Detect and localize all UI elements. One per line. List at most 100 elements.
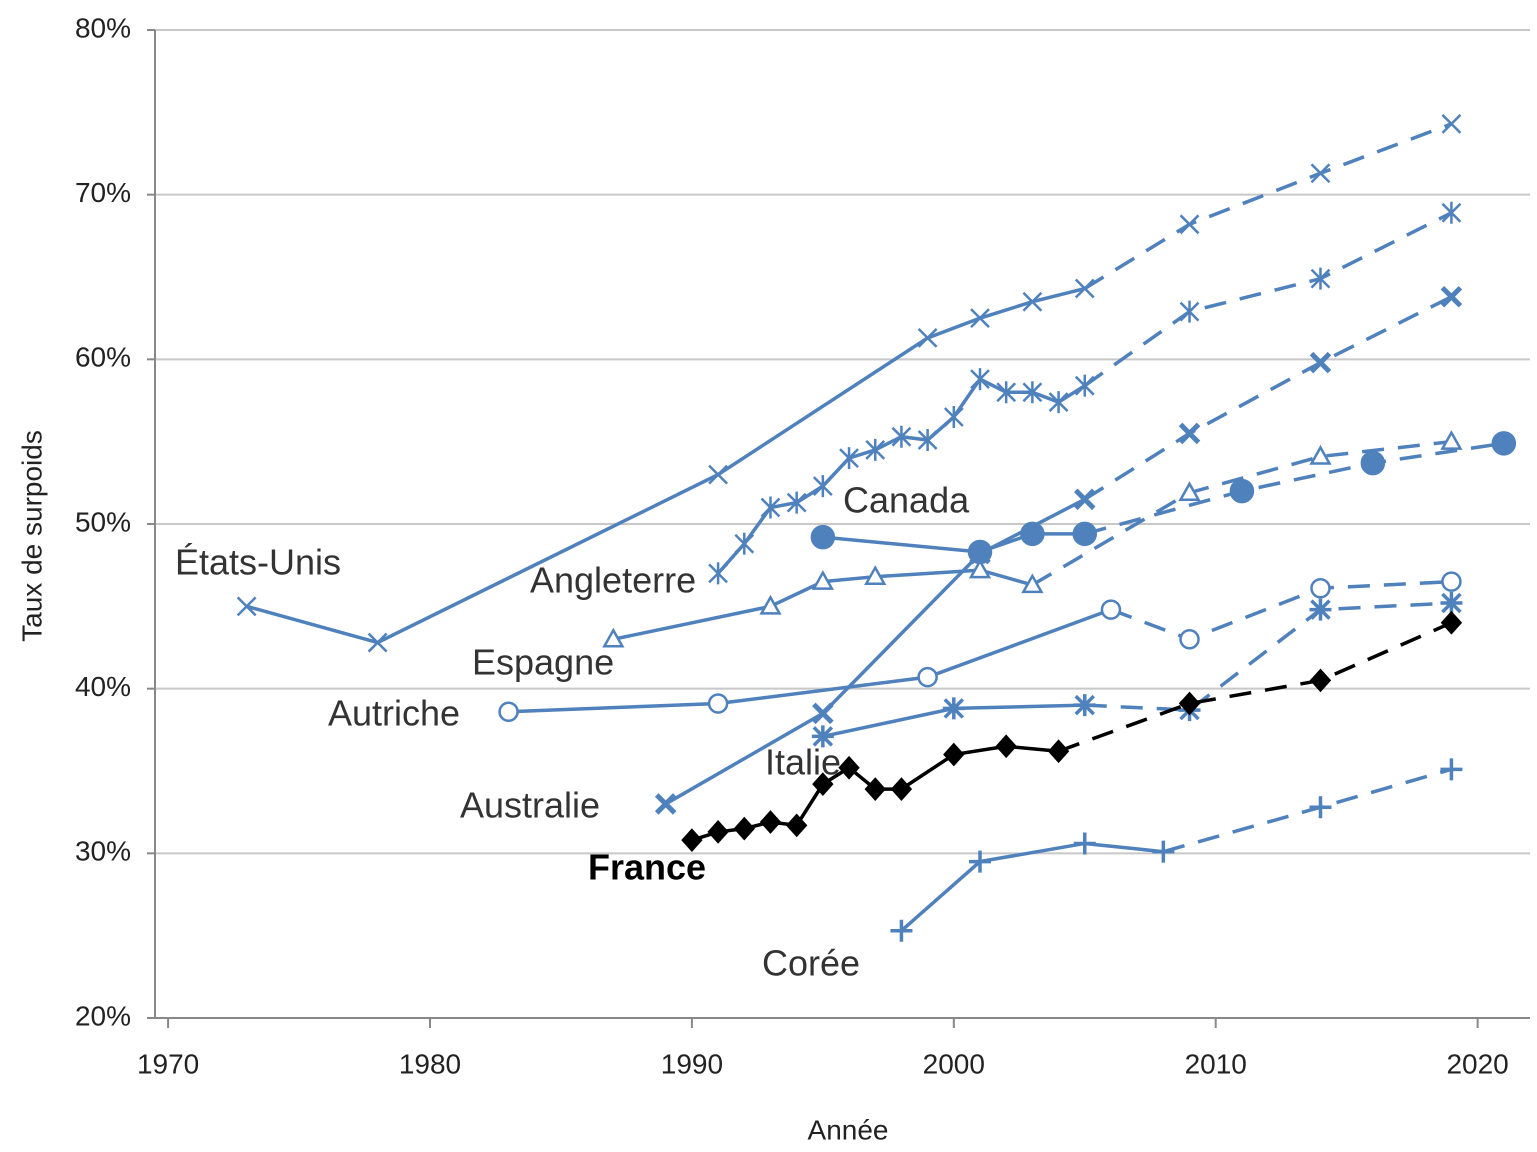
marker — [1178, 691, 1201, 716]
series-line — [822, 532, 1085, 554]
marker — [970, 368, 990, 391]
marker — [1073, 694, 1096, 717]
projection-line — [1110, 579, 1452, 642]
marker — [681, 828, 703, 853]
marker — [1309, 444, 1332, 465]
marker — [1022, 291, 1043, 312]
marker — [864, 565, 887, 585]
marker — [811, 725, 834, 748]
marker — [1440, 285, 1463, 308]
marker — [891, 425, 912, 448]
marker — [943, 742, 965, 767]
marker — [943, 405, 964, 428]
projection-line — [1031, 439, 1452, 587]
marker — [1073, 488, 1096, 511]
y-tick-label: 20% — [75, 1000, 131, 1031]
marker — [1309, 796, 1332, 819]
marker — [811, 570, 834, 590]
marker — [1022, 381, 1043, 404]
marker — [969, 542, 991, 565]
marker — [917, 429, 938, 452]
marker — [838, 755, 860, 780]
marker — [1310, 163, 1331, 184]
series-label: France — [588, 847, 706, 888]
series-label: Canada — [843, 480, 970, 521]
marker — [1074, 374, 1095, 397]
projection-line — [1083, 122, 1453, 291]
series-label: Corée — [762, 943, 860, 984]
marker — [1047, 739, 1070, 764]
series-line — [900, 841, 1164, 933]
marker — [996, 381, 1017, 404]
marker — [969, 850, 991, 873]
y-axis-title: Taux de surpoids — [16, 430, 47, 642]
x-tick-label: 2020 — [1446, 1048, 1508, 1079]
marker — [786, 491, 807, 514]
y-tick-label: 50% — [75, 506, 131, 537]
marker — [890, 777, 913, 801]
marker — [1178, 481, 1201, 501]
marker — [1440, 610, 1463, 635]
projection-line — [1084, 441, 1505, 536]
series-line — [508, 607, 1112, 714]
marker — [708, 464, 728, 485]
marker — [1440, 758, 1463, 781]
marker — [1100, 599, 1122, 620]
projection-line — [1057, 621, 1453, 753]
marker — [1021, 573, 1044, 594]
marker — [498, 701, 519, 722]
marker — [942, 697, 965, 720]
y-tick-label: 60% — [75, 342, 131, 373]
marker — [865, 438, 886, 461]
series-label: Espagne — [472, 642, 614, 683]
marker — [1441, 571, 1462, 592]
marker — [1072, 521, 1098, 547]
y-tick-label: 80% — [75, 12, 131, 43]
marker — [890, 919, 913, 942]
x-tick-label: 1980 — [399, 1048, 461, 1079]
marker — [707, 693, 729, 714]
marker — [812, 702, 834, 725]
x-tick-label: 2010 — [1185, 1048, 1247, 1079]
marker — [1152, 840, 1175, 863]
marker — [1179, 629, 1200, 650]
x-tick-label: 1970 — [137, 1048, 199, 1079]
marker — [1179, 300, 1200, 323]
marker — [602, 627, 625, 648]
marker — [1491, 431, 1517, 456]
marker — [812, 772, 834, 797]
marker — [1310, 267, 1331, 290]
marker — [1441, 113, 1462, 134]
marker — [1360, 450, 1386, 476]
series-line — [612, 568, 1033, 641]
series-label: Angleterre — [530, 560, 696, 601]
series-label: Italie — [765, 742, 841, 783]
marker — [654, 793, 677, 815]
series-label: Autriche — [328, 693, 460, 734]
marker — [1440, 592, 1463, 615]
marker — [970, 308, 990, 329]
marker — [968, 558, 992, 579]
marker — [236, 596, 257, 617]
marker — [1310, 577, 1331, 599]
marker — [1440, 430, 1463, 450]
marker — [707, 820, 729, 844]
x-tick-label: 2000 — [923, 1048, 985, 1079]
marker — [708, 562, 728, 585]
marker — [995, 734, 1017, 759]
projection-line — [1084, 601, 1452, 712]
marker — [1048, 391, 1069, 414]
y-tick-label: 70% — [75, 177, 131, 208]
marker — [1441, 201, 1462, 224]
projection-line — [1162, 767, 1452, 854]
y-tick-label: 40% — [75, 671, 131, 702]
projection-line — [1083, 211, 1453, 388]
marker — [1309, 668, 1332, 693]
series-line — [664, 497, 1086, 806]
y-tick-label: 30% — [75, 836, 131, 867]
marker — [839, 447, 859, 470]
marker — [759, 594, 782, 615]
marker — [760, 496, 781, 519]
